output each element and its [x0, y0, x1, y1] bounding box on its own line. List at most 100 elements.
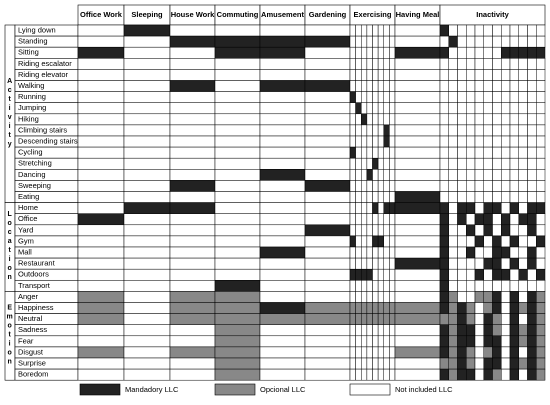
cell [123, 357, 171, 370]
cell [394, 202, 441, 214]
cell [466, 368, 476, 381]
cell [259, 80, 306, 92]
cell [123, 146, 171, 159]
cell [366, 224, 373, 237]
cell [361, 102, 368, 115]
cell [372, 102, 379, 115]
cell [501, 191, 511, 203]
cell [372, 35, 379, 48]
cell [527, 357, 537, 370]
cell [448, 102, 458, 115]
cell [123, 213, 171, 226]
cell [355, 302, 362, 314]
cell [361, 257, 368, 270]
cell [527, 80, 537, 92]
cell [439, 24, 449, 37]
cell [448, 80, 458, 92]
cell [377, 313, 384, 325]
cell [501, 202, 511, 214]
cell [536, 235, 546, 248]
cell [214, 157, 261, 170]
cell [214, 202, 261, 214]
cell [259, 346, 306, 359]
cell [536, 224, 546, 237]
cell [214, 124, 261, 137]
cell [361, 146, 368, 159]
cell [518, 58, 528, 70]
cell [349, 235, 356, 248]
cell [474, 346, 484, 359]
cell [439, 91, 449, 103]
cell [355, 335, 362, 348]
cell [439, 157, 449, 170]
cell [448, 280, 458, 292]
group-label: Location [6, 211, 13, 283]
cell [474, 335, 484, 348]
cell [355, 357, 362, 370]
cell [439, 368, 449, 381]
cell [304, 291, 351, 303]
cell [439, 346, 449, 359]
cell [492, 124, 502, 137]
cell [474, 357, 484, 370]
cell [448, 268, 458, 281]
cell [466, 169, 476, 181]
cell [527, 135, 537, 148]
cell [501, 357, 511, 370]
column-header: Inactivity [476, 10, 509, 19]
cell [466, 46, 476, 59]
cell [536, 324, 546, 337]
cell [466, 202, 476, 214]
cell [509, 113, 519, 126]
cell [77, 113, 125, 126]
cell [304, 135, 351, 148]
cell [259, 268, 306, 281]
cell [259, 91, 306, 103]
cell [361, 291, 368, 303]
cell [527, 224, 537, 237]
cell [448, 302, 458, 314]
cell [457, 24, 467, 37]
cell [214, 213, 261, 226]
cell [439, 235, 449, 248]
cell [383, 235, 390, 248]
cell [259, 113, 306, 126]
cell [509, 368, 519, 381]
cell [448, 180, 458, 192]
cell [483, 302, 493, 314]
cell [518, 113, 528, 126]
cell [394, 246, 441, 259]
cell [77, 257, 125, 270]
cell [492, 146, 502, 159]
cell [372, 124, 379, 137]
cell [492, 24, 502, 37]
cell [349, 113, 356, 126]
cell [527, 102, 537, 115]
cell [474, 313, 484, 325]
cell [361, 69, 368, 81]
cell [77, 180, 125, 192]
cell [123, 169, 171, 181]
cell [383, 46, 390, 59]
cell [77, 35, 125, 48]
cell [377, 324, 384, 337]
cell [518, 191, 528, 203]
row-label: Climbing stairs [18, 125, 67, 134]
cell [259, 180, 306, 192]
cell [527, 169, 537, 181]
row-label: Sadness [18, 325, 47, 334]
cell [214, 102, 261, 115]
cell [389, 268, 396, 281]
column-header: Exercising [354, 10, 392, 19]
cell [169, 124, 216, 137]
cell [123, 135, 171, 148]
cell [492, 268, 502, 281]
cell [361, 46, 368, 59]
cell [518, 357, 528, 370]
cell [457, 268, 467, 281]
cell [77, 346, 125, 359]
row-label: Descending stairs [18, 137, 78, 146]
cell [527, 346, 537, 359]
cell [518, 324, 528, 337]
cell [304, 224, 351, 237]
